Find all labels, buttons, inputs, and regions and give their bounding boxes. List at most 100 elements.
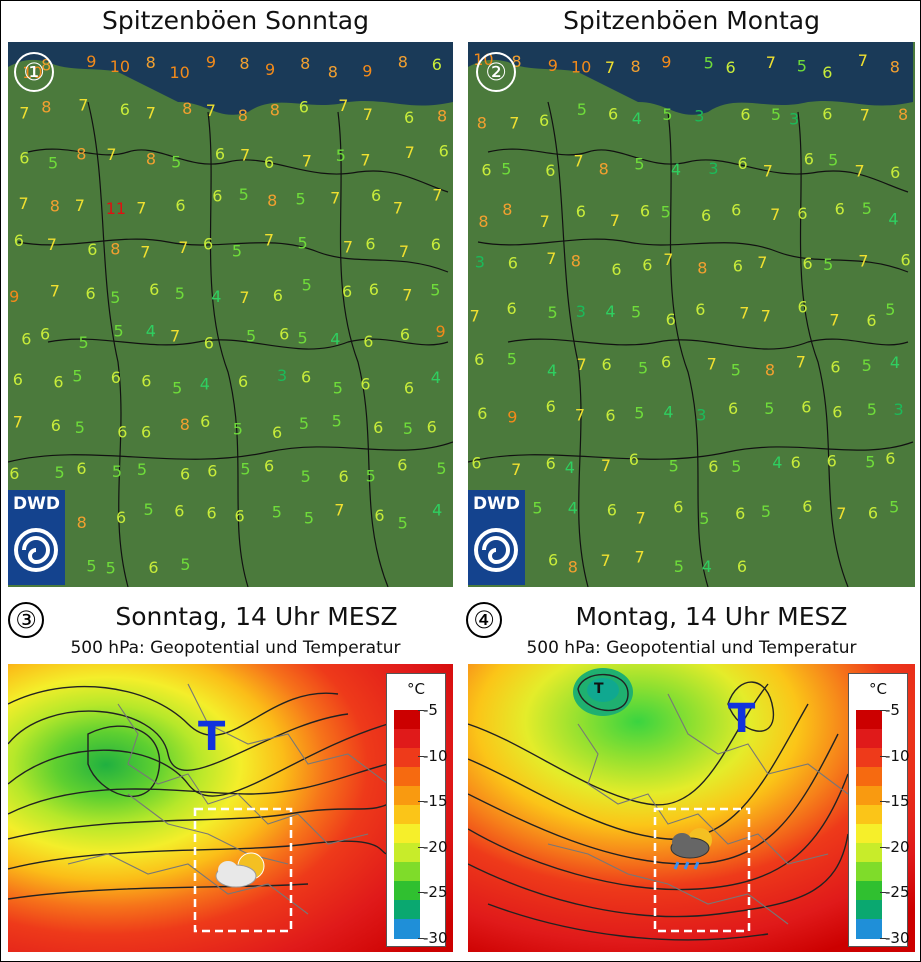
gust-station-value: 5 bbox=[79, 333, 89, 352]
gust-station-value: 7 bbox=[360, 150, 370, 169]
gust-station-value: 6 bbox=[404, 379, 414, 398]
gust-station-value: 6 bbox=[803, 254, 813, 273]
gust-station-value: 6 bbox=[215, 144, 225, 163]
gust-station-value: 8 bbox=[898, 105, 908, 124]
gust-station-value: 6 bbox=[546, 454, 556, 473]
gust-station-value: 5 bbox=[865, 452, 875, 471]
border-line bbox=[547, 101, 589, 587]
gust-station-value: 5 bbox=[828, 151, 838, 170]
border-line bbox=[337, 111, 389, 587]
gust-station-value: 6 bbox=[629, 450, 639, 469]
gust-station-value: 7 bbox=[770, 205, 780, 224]
dwd-logo-2: DWD bbox=[468, 490, 525, 585]
sea-area bbox=[8, 42, 453, 115]
gust-station-value: 8 bbox=[765, 361, 775, 380]
gust-station-value: 6 bbox=[508, 254, 518, 273]
gust-station-value: 5 bbox=[507, 349, 517, 368]
gust-station-value: 8 bbox=[571, 251, 581, 270]
gust-station-value: 5 bbox=[634, 403, 644, 422]
gust-station-value: 6 bbox=[835, 200, 845, 219]
panel2-number-badge: ② bbox=[476, 52, 516, 92]
partly-cloudy-icon bbox=[215, 852, 265, 888]
legend-tick-mark bbox=[880, 938, 886, 939]
gust-station-value: 6 bbox=[673, 497, 683, 516]
gust-station-value: 3 bbox=[789, 110, 799, 129]
legend-color-step bbox=[856, 919, 882, 939]
gust-station-value: 6 bbox=[731, 201, 741, 220]
gust-station-value: 7 bbox=[19, 194, 29, 213]
gust-station-value: 5 bbox=[298, 234, 308, 253]
gust-station-value: 5 bbox=[302, 275, 312, 294]
gust-station-value: 7 bbox=[78, 96, 88, 115]
gust-station-value: 8 bbox=[599, 159, 609, 178]
gust-station-value: 5 bbox=[55, 463, 65, 482]
gust-station-value: 8 bbox=[398, 53, 408, 72]
gust-station-value: 5 bbox=[240, 460, 250, 479]
gust-station-value: 7 bbox=[264, 230, 274, 249]
panel4-number-badge: ④ bbox=[466, 602, 502, 638]
gust-station-value: 8 bbox=[110, 240, 120, 259]
gust-station-value: 8 bbox=[146, 150, 156, 169]
gust-station-value: 8 bbox=[328, 62, 338, 81]
gust-station-value: 6 bbox=[397, 456, 407, 475]
geopotential-map-sunday: T °C -5 -10 -15 -20 -25 -30 bbox=[8, 664, 453, 952]
gust-station-value: 10 bbox=[571, 58, 591, 77]
gust-station-value: 6 bbox=[802, 497, 812, 516]
land-background bbox=[468, 42, 915, 587]
gust-station-value: 6 bbox=[400, 325, 410, 344]
panel3-subtitle: 500 hPa: Geopotential und Temperatur bbox=[70, 638, 401, 658]
legend-color-step bbox=[856, 805, 882, 825]
gust-station-value: 6 bbox=[666, 310, 676, 329]
gust-station-value: 11 bbox=[106, 199, 126, 218]
gust-station-value: 5 bbox=[106, 558, 116, 577]
gust-station-value: 5 bbox=[699, 509, 709, 528]
border-line bbox=[667, 111, 709, 587]
gust-station-value: 6 bbox=[431, 235, 441, 254]
legend-tick-label: -30 bbox=[423, 929, 448, 947]
gust-station-value: 5 bbox=[72, 367, 82, 386]
legend-color-step bbox=[856, 729, 882, 749]
gust-station-value: 5 bbox=[298, 329, 308, 348]
gust-station-value: 5 bbox=[171, 153, 181, 172]
panel4-title: Montag, 14 Uhr MESZ bbox=[575, 602, 848, 631]
gust-station-value: 6 bbox=[342, 282, 352, 301]
gust-station-value: 4 bbox=[890, 353, 900, 372]
gust-station-value: 4 bbox=[772, 453, 782, 472]
gust-station-value: 7 bbox=[836, 504, 846, 523]
gust-station-value: 6 bbox=[576, 202, 586, 221]
gust-station-value: 7 bbox=[635, 548, 645, 567]
gust-station-value: 5 bbox=[797, 56, 807, 75]
gust-station-value: 6 bbox=[141, 423, 151, 442]
gust-station-value: 9 bbox=[86, 52, 96, 71]
gust-station-value: 6 bbox=[120, 100, 130, 119]
legend-unit: °C bbox=[407, 680, 425, 698]
gust-station-value: 6 bbox=[111, 368, 121, 387]
gust-station-value: 5 bbox=[86, 557, 96, 576]
geopotential-map-sunday-svg: T bbox=[8, 664, 453, 952]
gust-station-value: 5 bbox=[704, 53, 714, 72]
gust-station-value: 5 bbox=[761, 502, 771, 521]
gust-station-value: 6 bbox=[117, 423, 127, 442]
gust-station-value: 10 bbox=[170, 63, 190, 82]
gust-station-value: 4 bbox=[200, 375, 210, 394]
gust-station-value: 3 bbox=[894, 400, 904, 419]
legend-unit: °C bbox=[869, 680, 887, 698]
legend-color-step bbox=[394, 710, 420, 730]
gust-station-value: 7 bbox=[405, 143, 415, 162]
gust-station-value: 6 bbox=[481, 161, 491, 180]
gust-station-value: 5 bbox=[232, 242, 242, 261]
panel3-number-badge: ③ bbox=[8, 602, 44, 638]
legend-tick-label: -15 bbox=[885, 792, 910, 811]
border-line bbox=[8, 441, 453, 463]
temperature-legend-3: °C -5 -10 -15 -20 -25 -30 bbox=[386, 673, 448, 947]
geopotential-map-monday-svg: T T bbox=[468, 664, 915, 952]
gust-station-value: 7 bbox=[511, 460, 521, 479]
legend-tick-mark bbox=[418, 938, 424, 939]
gust-station-value: 5 bbox=[532, 499, 542, 518]
legend-tick-mark bbox=[880, 846, 886, 848]
low-pressure-marker: T bbox=[728, 696, 756, 742]
legend-tick-label: -5 bbox=[885, 701, 900, 719]
gust-station-value: 5 bbox=[304, 509, 314, 528]
gust-station-value: 8 bbox=[697, 259, 707, 278]
gust-station-value: 6 bbox=[885, 449, 895, 468]
